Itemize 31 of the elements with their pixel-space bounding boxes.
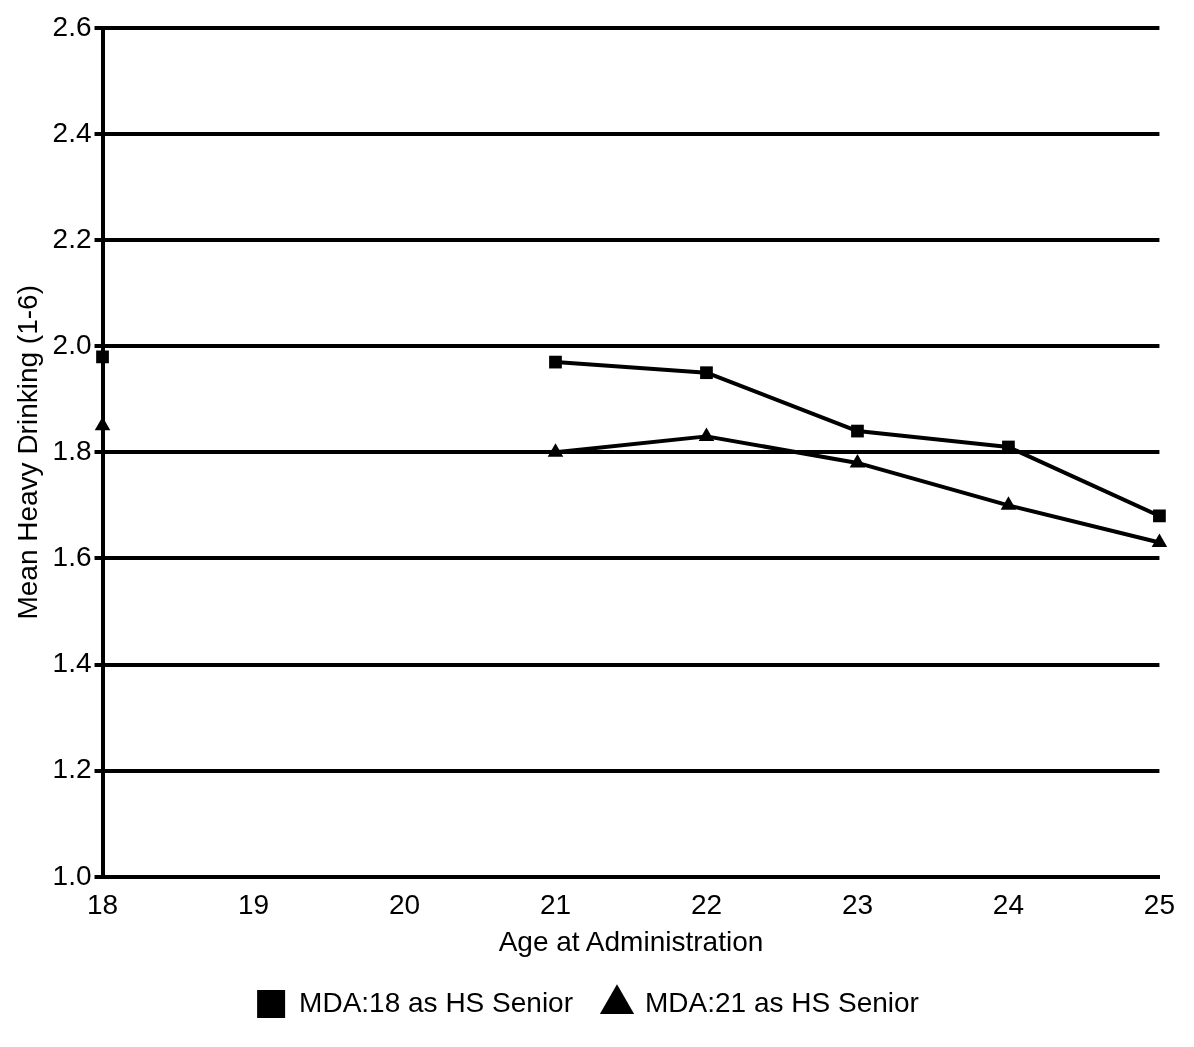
x-tick-label: 20	[388, 889, 421, 921]
x-tick-label: 21	[539, 889, 572, 921]
y-tick-label: 1.0	[52, 859, 92, 891]
x-tick-label: 25	[1143, 889, 1176, 921]
legend-label: MDA:21 as HS Senior	[645, 986, 919, 1018]
point	[698, 427, 715, 441]
x-tick-label: 22	[690, 889, 723, 921]
x-tick-label: 18	[86, 889, 119, 921]
y-tick-label: 2.6	[52, 10, 92, 42]
point	[1000, 496, 1017, 510]
point	[851, 424, 864, 438]
y-tick-label: 1.2	[52, 753, 92, 785]
y-tick-label: 1.8	[52, 435, 92, 467]
y-tick-label: 1.6	[52, 541, 92, 573]
y-axis-title: Mean Heavy Drinking (1-6)	[11, 285, 43, 620]
point	[547, 443, 564, 457]
y-tick-label: 2.2	[52, 222, 92, 254]
point	[700, 366, 713, 380]
point	[849, 453, 866, 468]
x-axis-title: Age at Administration	[498, 925, 764, 957]
point	[1151, 533, 1168, 548]
x-tick-label: 24	[992, 889, 1025, 921]
y-tick-label: 2.0	[52, 328, 92, 360]
y-tick-label: 1.4	[52, 647, 92, 679]
point	[549, 355, 562, 369]
x-tick-label: 19	[237, 889, 270, 921]
legend-label: MDA:18 as HS Senior	[299, 986, 573, 1018]
point	[96, 350, 109, 364]
y-tick-label: 2.4	[52, 116, 92, 148]
point	[1153, 509, 1166, 523]
x-tick-label: 23	[841, 889, 874, 921]
